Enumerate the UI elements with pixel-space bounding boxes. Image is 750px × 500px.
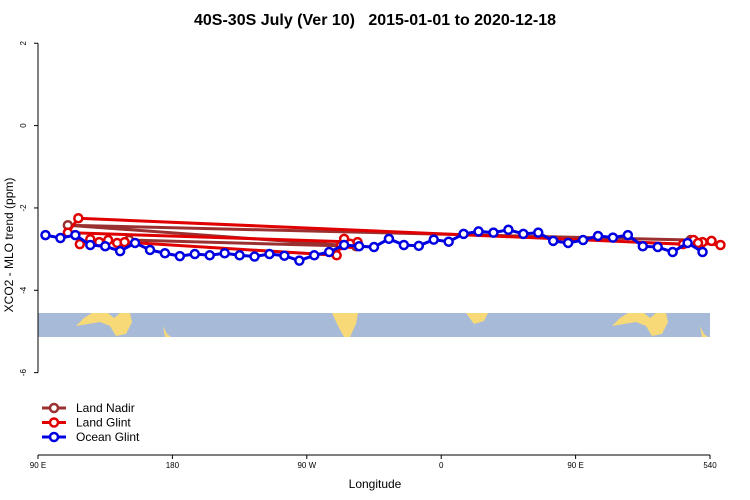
point	[70, 229, 81, 241]
point	[398, 239, 410, 251]
legend-marker	[48, 431, 60, 443]
point	[159, 247, 171, 259]
point	[503, 224, 514, 236]
chart-title: 40S-30S July (Ver 10) 2015-01-01 to 2020…	[194, 12, 556, 29]
point	[99, 240, 111, 252]
x-tick-label: 90 E	[30, 461, 46, 470]
point	[592, 230, 604, 242]
point	[249, 251, 260, 262]
legend-label: Land Nadir	[76, 401, 135, 415]
legend-marker	[48, 417, 60, 428]
x-tick-label: 540	[703, 461, 717, 470]
x-axis-label: Longitude	[349, 477, 402, 491]
y-tick-label: 0	[19, 123, 28, 128]
point	[443, 236, 454, 247]
y-tick-label: -6	[19, 369, 28, 377]
point	[547, 235, 559, 247]
land	[466, 313, 488, 324]
point	[174, 250, 186, 262]
point	[697, 246, 708, 258]
point	[204, 250, 215, 261]
point	[518, 228, 529, 240]
ocean-band	[38, 313, 710, 337]
point	[706, 235, 717, 247]
line	[67, 223, 691, 248]
point	[488, 227, 499, 238]
point	[234, 250, 245, 261]
point	[119, 236, 130, 248]
point	[73, 212, 84, 224]
point	[428, 234, 439, 245]
point	[458, 228, 469, 240]
land	[700, 326, 708, 337]
y-axis-label: XCO2 - MLO trend (ppm)	[2, 178, 16, 313]
land	[76, 313, 132, 336]
point	[55, 232, 66, 244]
y-tick-label: -2	[19, 204, 28, 212]
x-tick-label: 90 E	[567, 461, 583, 470]
point	[692, 237, 704, 249]
point	[715, 239, 726, 251]
point	[189, 248, 201, 260]
x-tick-label: 180	[166, 461, 180, 470]
point	[637, 240, 649, 252]
point	[309, 250, 320, 261]
point	[413, 240, 425, 252]
point	[294, 255, 305, 266]
point	[219, 247, 230, 259]
point	[622, 229, 634, 241]
point	[74, 238, 86, 250]
point	[577, 234, 589, 246]
y-tick-label: -4	[19, 286, 28, 294]
map-strip	[38, 313, 710, 337]
point	[383, 233, 395, 245]
point	[473, 226, 484, 237]
legend-label: Ocean Glint	[76, 430, 140, 444]
point	[279, 250, 290, 261]
series	[40, 224, 708, 266]
point	[562, 237, 574, 249]
point	[264, 248, 275, 260]
legend-label: Land Glint	[76, 416, 131, 430]
point	[607, 232, 619, 243]
land	[612, 313, 668, 336]
point	[85, 239, 96, 251]
x-tick-label: 0	[439, 461, 444, 470]
point	[338, 239, 350, 251]
point	[114, 245, 126, 257]
point	[323, 246, 335, 258]
land	[163, 326, 171, 337]
y-tick-label: 2	[19, 40, 28, 45]
point	[368, 241, 380, 253]
point	[353, 240, 365, 252]
land	[332, 313, 358, 337]
legend-marker	[48, 402, 60, 414]
point	[682, 237, 693, 249]
x-tick-label: 90 W	[297, 461, 316, 470]
point	[667, 246, 678, 258]
point	[40, 229, 51, 241]
point	[129, 237, 141, 249]
point	[652, 241, 663, 253]
point	[533, 227, 544, 238]
point	[144, 244, 156, 256]
